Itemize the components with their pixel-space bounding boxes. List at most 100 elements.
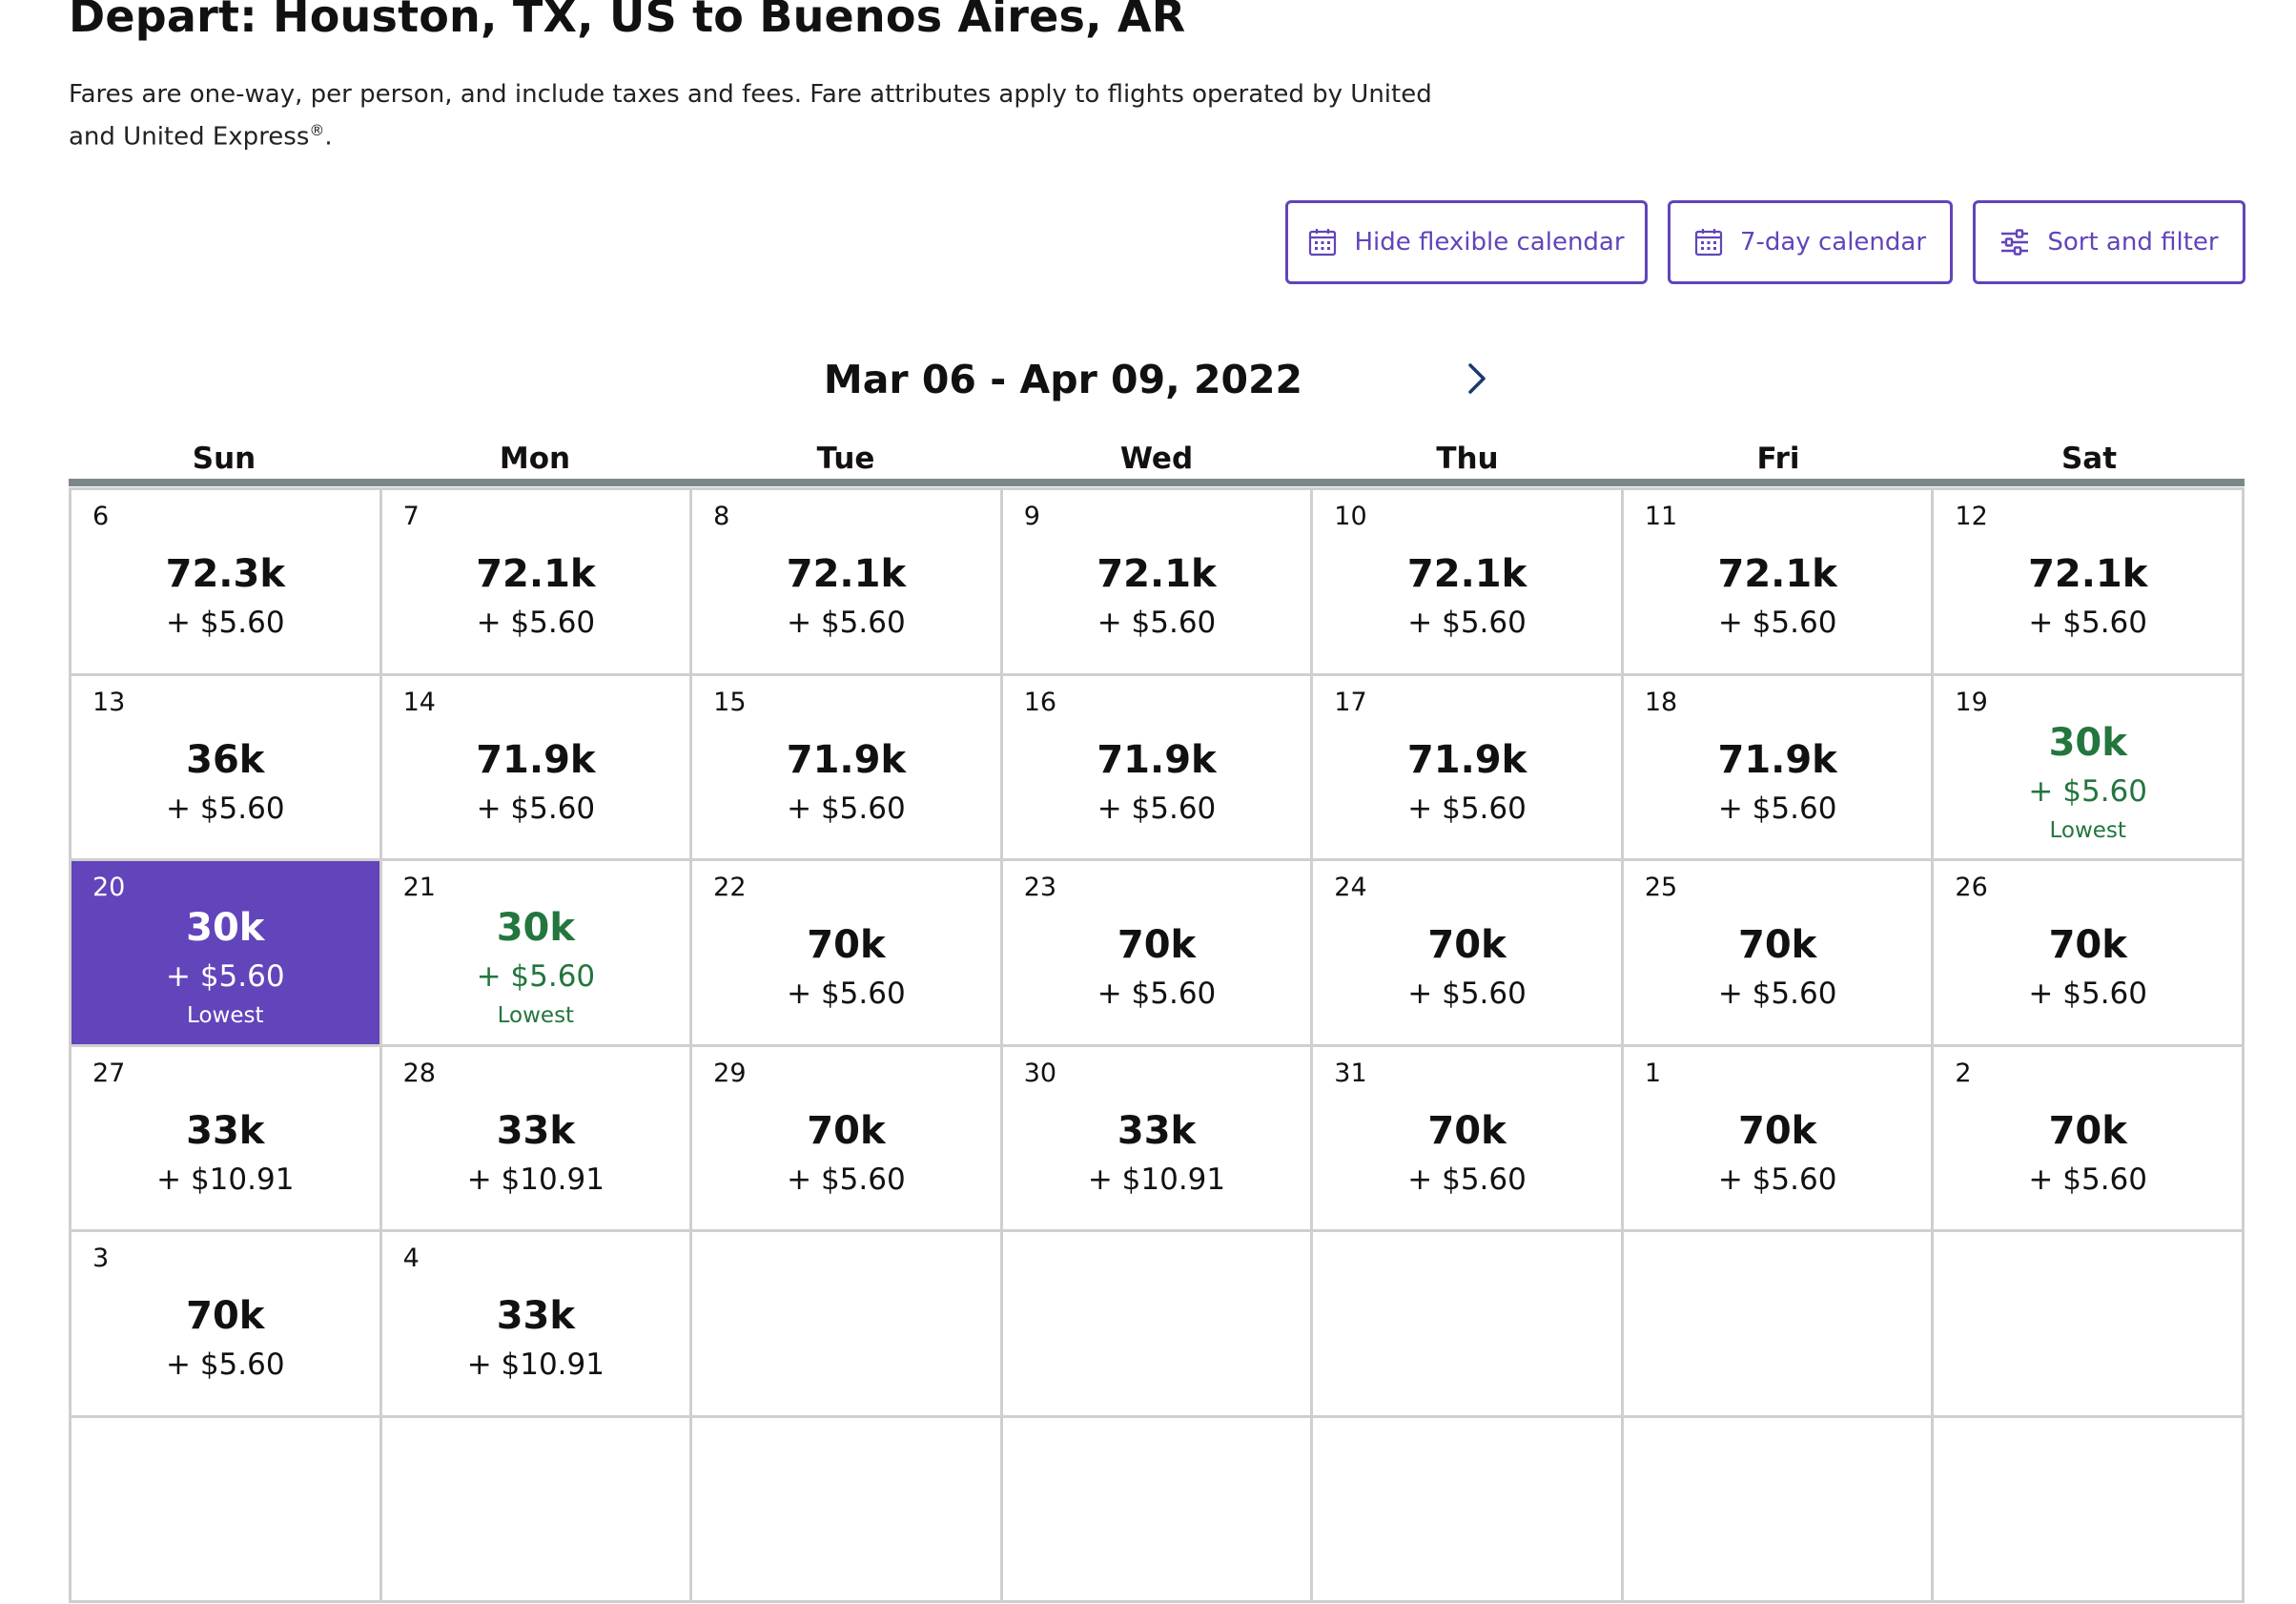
fare: 30k + $5.60 Lowest [72,901,379,1033]
fare-miles: 33k [496,1294,575,1338]
day-number: 3 [92,1244,110,1273]
day-number: 16 [1023,687,1057,717]
hide-flexible-calendar-label: Hide flexible calendar [1354,228,1625,257]
fare-taxes: + $5.60 [1717,1162,1837,1197]
chevron-right-icon[interactable] [1461,358,1493,400]
fare: 36k + $5.60 [72,733,379,831]
fare: 72.1k + $5.60 [1313,547,1621,645]
lowest-fare-label: Lowest [2049,817,2126,843]
fare-miles: 72.1k [1406,552,1527,596]
weekday-mon: Mon [499,442,571,476]
day-cell[interactable]: 11 72.1k + $5.60 [1623,490,1935,676]
fare: 72.3k + $5.60 [72,547,379,645]
lowest-fare-label: Lowest [497,1003,575,1028]
fare-calendar-grid: 6 72.3k + $5.60 7 72.1k + $5.60 8 72.1k + $5.60 9… [69,487,2245,1603]
fare-disclaimer-text: Fares are one-way, per person, and inclu… [69,80,1432,152]
page-title: Depart: Houston, TX, US to Buenos Aires,… [69,0,1186,42]
seven-day-calendar-button[interactable]: 7-day calendar [1668,200,1953,284]
fare: 70k + $5.60 [1313,918,1621,1016]
day-cell[interactable]: 10 72.1k + $5.60 [1313,490,1624,676]
fare: 30k + $5.60 Lowest [382,901,690,1033]
day-cell[interactable]: 18 71.9k + $5.60 [1623,675,1935,861]
fare-taxes: + $5.60 [787,606,906,640]
day-cell[interactable]: 6 72.3k + $5.60 [72,490,382,676]
fare-miles: 33k [186,1108,265,1153]
day-cell[interactable]: 15 71.9k + $5.60 [692,675,1003,861]
day-number: 14 [402,687,436,717]
day-cell[interactable]: 13 36k + $5.60 [72,675,382,861]
calendar-icon [1309,229,1337,257]
hide-flexible-calendar-button[interactable]: Hide flexible calendar [1285,200,1648,284]
day-number: 7 [402,502,420,531]
day-cell[interactable]: 17 71.9k + $5.60 [1313,675,1624,861]
day-cell[interactable]: 9 72.1k + $5.60 [1002,490,1314,676]
day-number: 29 [713,1058,747,1088]
fare-disclaimer: Fares are one-way, per person, and inclu… [69,76,1480,155]
empty-day-cell [1002,1417,1314,1603]
day-cell[interactable]: 1 70k + $5.60 [1623,1046,1935,1232]
fare-miles: 30k [496,906,575,950]
day-number: 10 [1334,502,1367,531]
day-cell[interactable]: 28 33k + $10.91 [381,1046,693,1232]
fare: 70k + $5.60 [1313,1104,1621,1202]
day-number: 30 [1023,1058,1057,1088]
day-cell[interactable]: 21 30k + $5.60 Lowest [381,861,693,1047]
fare: 70k + $5.60 [692,918,1000,1016]
fare: 70k + $5.60 [692,1104,1000,1202]
fare-taxes: + $5.60 [1407,791,1527,826]
day-cell[interactable]: 3 70k + $5.60 [72,1232,382,1418]
day-cell[interactable]: 12 72.1k + $5.60 [1934,490,2245,676]
day-number: 27 [92,1058,126,1088]
fare: 72.1k + $5.60 [382,547,690,645]
day-number: 23 [1023,873,1057,902]
day-cell[interactable]: 27 33k + $10.91 [72,1046,382,1232]
fare-miles: 71.9k [1097,737,1217,782]
fare: 70k + $5.60 [1003,918,1311,1016]
day-number: 17 [1334,687,1367,717]
lowest-fare-label: Lowest [187,1003,264,1028]
fare: 33k + $10.91 [382,1289,690,1387]
fare-miles: 72.1k [1717,552,1837,596]
day-cell[interactable]: 16 71.9k + $5.60 [1002,675,1314,861]
day-number: 12 [1955,502,1988,531]
day-cell[interactable]: 26 70k + $5.60 [1934,861,2245,1047]
fare-taxes: + $5.60 [1717,791,1837,826]
fare-taxes: + $5.60 [2028,606,2147,640]
fare: 72.1k + $5.60 [692,547,1000,645]
day-number: 9 [1023,502,1040,531]
empty-day-cell [381,1417,693,1603]
empty-day-cell [692,1232,1003,1418]
day-cell[interactable]: 7 72.1k + $5.60 [381,490,693,676]
fare-taxes: + $5.60 [165,959,285,994]
weekday-wed: Wed [1119,442,1194,476]
empty-day-cell [1313,1232,1624,1418]
day-cell[interactable]: 30 33k + $10.91 [1002,1046,1314,1232]
fare: 70k + $5.60 [1624,1104,1932,1202]
weekday-header: Sun Mon Tue Wed Thu Fri Sat [69,435,2245,483]
fare-miles: 71.9k [1406,737,1527,782]
day-cell[interactable]: 20 30k + $5.60 Lowest [72,861,382,1047]
fare-disclaimer-end: . [324,122,333,152]
day-cell[interactable]: 25 70k + $5.60 [1623,861,1935,1047]
day-cell[interactable]: 29 70k + $5.60 [692,1046,1003,1232]
day-number: 22 [713,873,747,902]
sort-and-filter-button[interactable]: Sort and filter [1973,200,2245,284]
day-cell[interactable]: 14 71.9k + $5.60 [381,675,693,861]
day-cell[interactable]: 24 70k + $5.60 [1313,861,1624,1047]
day-cell[interactable]: 19 30k + $5.60 Lowest [1934,675,2245,861]
fare-taxes: + $5.60 [1097,606,1217,640]
fare: 72.1k + $5.60 [1003,547,1311,645]
day-cell[interactable]: 23 70k + $5.60 [1002,861,1314,1047]
empty-day-cell [72,1417,382,1603]
weekday-thu: Thu [1436,442,1499,476]
fare-taxes: + $5.60 [476,959,596,994]
fare-miles: 70k [807,1108,886,1153]
day-cell[interactable]: 4 33k + $10.91 [381,1232,693,1418]
day-cell[interactable]: 22 70k + $5.60 [692,861,1003,1047]
empty-day-cell [692,1417,1003,1603]
fare-miles: 36k [186,737,265,782]
day-cell[interactable]: 2 70k + $5.60 [1934,1046,2245,1232]
day-cell[interactable]: 8 72.1k + $5.60 [692,490,1003,676]
fare-taxes: + $5.60 [1407,606,1527,640]
day-cell[interactable]: 31 70k + $5.60 [1313,1046,1624,1232]
